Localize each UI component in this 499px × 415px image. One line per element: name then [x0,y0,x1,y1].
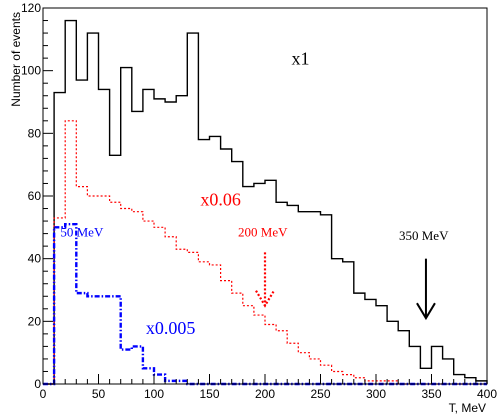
annotation-label-4: 200 MeV [238,225,288,240]
annotation-arrowhead-0 [255,290,275,308]
series-line-1 [43,120,487,385]
annotation-label-5: 350 MeV [399,228,449,243]
annotation-label-1: x0.06 [200,189,241,209]
y-tick-label-0: 0 [34,377,41,391]
x-tick-label-4: 200 [255,387,275,401]
y-tick-label-3: 60 [28,189,42,203]
x-tick-label-3: 150 [199,387,219,401]
y-tick-label-6: 120 [21,1,41,15]
x-tick-label-8: 400 [477,387,497,401]
annotation-label-3: 50 MeV [60,225,104,240]
x-axis-title: T, MeV [449,401,486,415]
x-tick-label-6: 300 [366,387,386,401]
x-tick-label-7: 350 [421,387,441,401]
series-layer [43,19,488,386]
y-tick-label-1: 20 [28,314,42,328]
axes-layer: 0 50 100 150 200 250 300 350 400 0 20 40 60 80 100 120 [21,1,497,401]
annotation-layer: x1 x0.06 x0.005 50 MeV 200 MeV 350 MeV [60,48,449,337]
x-tick-label-2: 100 [144,387,164,401]
annotation-arrowhead-1 [416,302,436,321]
x-tick-label-5: 250 [310,387,330,401]
series-line-0 [43,19,488,385]
y-axis-title: Number of events [9,12,23,107]
y-tick-label-4: 80 [28,126,42,140]
annotation-label-0: x1 [292,48,310,68]
y-tick-label-2: 40 [28,252,42,266]
annotation-label-2: x0.005 [146,318,196,338]
y-tick-label-5: 100 [21,64,41,78]
x-tick-label-1: 50 [92,387,106,401]
x-tick-label-0: 0 [40,387,47,401]
